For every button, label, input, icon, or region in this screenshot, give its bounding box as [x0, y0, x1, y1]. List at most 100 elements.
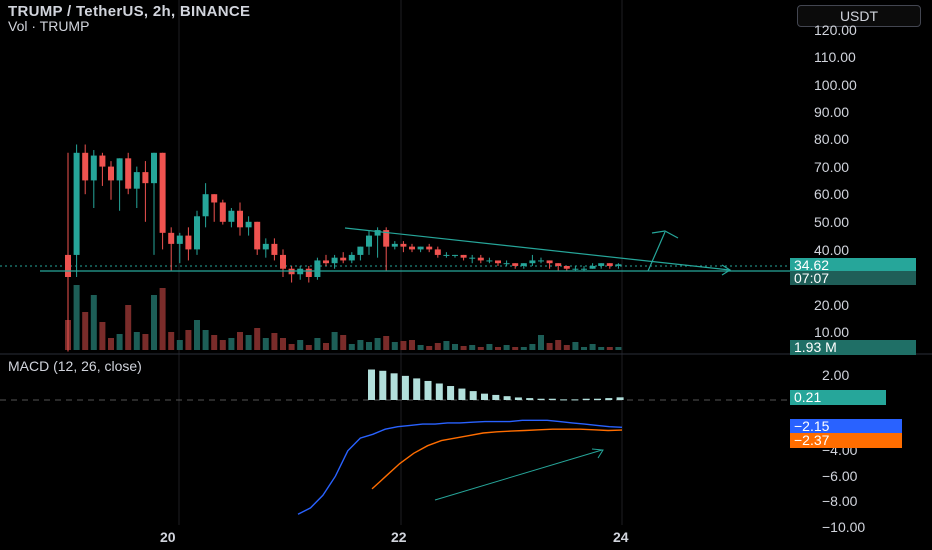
candle-body: [512, 263, 519, 266]
candle-body: [219, 202, 226, 222]
price-tick-label: 10.00: [814, 324, 850, 340]
candle-body: [477, 257, 484, 261]
volume-value-tag: 1.93 M: [790, 340, 916, 355]
volume-bar: [348, 344, 355, 350]
price-tick-label: 60.00: [814, 186, 850, 202]
candle-body: [426, 246, 433, 250]
volume-bar: [159, 288, 166, 350]
candle-body: [254, 221, 261, 250]
macd-trend-arrow: [434, 449, 603, 501]
macd-histogram-bar: [368, 369, 375, 400]
macd-trend-arrowhead: [591, 448, 604, 459]
volume-bar: [529, 344, 536, 350]
candle-body: [503, 263, 510, 265]
volume-bar: [572, 342, 579, 350]
price-tick-label: 90.00: [814, 104, 850, 120]
candle-body: [323, 260, 329, 264]
candle-body: [546, 260, 553, 264]
volume-bar: [426, 346, 433, 350]
candle-body: [374, 230, 381, 236]
candle-body: [245, 221, 252, 228]
volume-bar: [555, 340, 562, 350]
volume-bar: [615, 347, 622, 350]
macd-histogram-bar: [503, 396, 511, 400]
candle-body: [262, 243, 269, 250]
volume-bar: [512, 347, 519, 350]
volume-bar: [314, 338, 321, 350]
macd-tick-label: −8.00: [822, 493, 858, 509]
macd-histogram-bar: [605, 398, 613, 400]
volume-bar: [469, 345, 476, 350]
volume-bar: [434, 343, 441, 350]
volume-bar: [486, 344, 493, 350]
volume-bar: [297, 340, 304, 350]
candle-body: [305, 268, 312, 277]
signal-value-tag: −2.37: [790, 433, 902, 448]
candle-body: [73, 152, 80, 255]
volume-bar: [245, 335, 252, 350]
volume-bar: [383, 336, 390, 350]
signal-line: [371, 428, 623, 490]
macd-legend[interactable]: MACD (12, 26, close): [8, 358, 142, 374]
macd-histogram-bar: [413, 378, 421, 400]
macd-histogram-bar: [594, 398, 601, 400]
candle-body: [469, 257, 476, 259]
candle-body: [443, 254, 450, 256]
volume-bar: [271, 333, 278, 350]
macd-histogram-bar: [435, 383, 443, 400]
candle-body: [615, 264, 622, 266]
volume-bar: [237, 332, 243, 350]
candle-body: [598, 263, 605, 266]
candle-body: [486, 260, 493, 262]
price-tick-label: 100.00: [814, 77, 857, 93]
volume-bar: [202, 330, 209, 350]
price-tick-label: 80.00: [814, 131, 850, 147]
candle-body: [142, 172, 149, 184]
candle-body: [563, 265, 570, 269]
macd-histogram-bar: [481, 393, 488, 400]
candle-body: [434, 249, 441, 255]
macd-histogram-bar: [469, 391, 477, 400]
candle-body: [538, 260, 544, 262]
volume-bar: [443, 341, 450, 350]
histogram-value-tag: 0.21: [790, 390, 886, 405]
volume-bar: [589, 344, 596, 350]
volume-bar: [305, 345, 312, 350]
candle-body: [357, 246, 364, 255]
volume-bar: [495, 347, 501, 350]
candle-body: [581, 268, 587, 270]
macd-tick-label: 2.00: [822, 367, 850, 383]
candle-body: [520, 263, 527, 266]
volume-bar: [581, 347, 587, 350]
candle-body: [348, 254, 355, 261]
symbol-title[interactable]: TRUMP / TetherUS, 2h, BINANCE: [8, 3, 251, 20]
macd-line: [297, 419, 623, 515]
volume-legend[interactable]: Vol · TRUMP: [8, 18, 90, 34]
macd-value-tag: −2.15: [790, 419, 902, 434]
volume-bar: [133, 332, 140, 350]
volume-bar: [262, 338, 269, 350]
volume-bar: [417, 345, 424, 350]
candle-body: [159, 152, 166, 233]
candle-body: [237, 210, 243, 228]
candle-body: [529, 260, 536, 264]
candle-body: [185, 235, 192, 250]
volume-bar: [125, 305, 132, 350]
candle-body: [90, 155, 97, 181]
macd-histogram-bar: [526, 398, 534, 400]
price-tick-label: 110.00: [814, 49, 856, 65]
macd-histogram-bar: [616, 397, 624, 400]
candle-body: [116, 158, 123, 181]
volume-bar: [90, 295, 97, 350]
volume-bar: [151, 295, 157, 350]
volume-bar: [366, 342, 372, 350]
candle-body: [383, 230, 390, 247]
last-price-tag: 34.62: [790, 258, 916, 272]
candle-body: [125, 158, 132, 189]
candle-body: [331, 257, 338, 264]
price-tick-label: 20.00: [814, 297, 850, 313]
currency-button[interactable]: USDT: [797, 5, 921, 27]
countdown-tag: 07:07: [790, 271, 916, 285]
candle-body: [194, 216, 200, 250]
